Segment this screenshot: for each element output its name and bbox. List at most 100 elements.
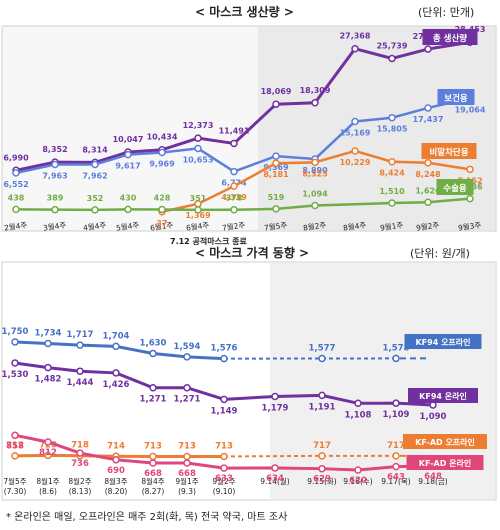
data-label: 1,576 — [211, 344, 238, 354]
data-point — [183, 459, 191, 467]
legend-badge — [408, 388, 478, 403]
price-legend: KF94 오프라인 KF94 온라인 KF-AD 오프라인 KF-AD 온라인 — [403, 334, 487, 470]
legend-label: KF94 오프라인 — [415, 337, 470, 347]
x-tick-sublabel: (8.20) — [105, 487, 128, 496]
x-tick-label: 6월4주 — [185, 219, 210, 232]
x-tick-label: 8월2주 — [302, 219, 327, 232]
x-tick-label: 8월1주 — [36, 476, 59, 486]
x-tick-sublabel: (9.3) — [178, 487, 196, 496]
data-point — [388, 199, 396, 207]
data-point — [12, 169, 20, 177]
data-label: 690 — [107, 466, 125, 476]
data-point — [183, 383, 191, 392]
data-label: 1,577 — [309, 344, 336, 354]
legend-badge — [404, 334, 482, 349]
data-point — [388, 113, 396, 122]
legend-badge — [436, 179, 474, 195]
data-point — [112, 342, 120, 351]
data-label: 37 — [156, 219, 167, 228]
data-label: 378 — [226, 194, 243, 203]
x-tick-label: 7월5주 — [3, 476, 26, 486]
data-point — [112, 369, 120, 377]
data-label: 352 — [87, 194, 104, 203]
data-point — [91, 160, 99, 169]
x-tick-label: 8월4주 — [342, 219, 367, 232]
data-point — [76, 367, 84, 375]
data-point — [271, 464, 279, 472]
data-label: 1,109 — [383, 410, 410, 420]
x-tick-label: 7월5주 — [263, 219, 288, 232]
data-label: 1,630 — [140, 338, 167, 348]
data-label: 717 — [313, 441, 331, 451]
data-label: 736 — [71, 459, 89, 469]
data-label: 1,426 — [103, 380, 130, 390]
data-label: 7,962 — [82, 171, 107, 180]
data-point — [44, 438, 52, 446]
data-label: 10,653 — [183, 155, 214, 164]
x-tick-label: 8월4주 — [141, 476, 164, 486]
data-point — [149, 452, 157, 461]
series-line — [15, 197, 471, 212]
price-x-axis: 7월5주(7.30) 8월1주(8.6) 8월2주(8.13) 8월3주(8.20) 8… — [3, 476, 447, 496]
data-point — [318, 391, 326, 400]
data-label: 858 — [6, 441, 24, 451]
data-point — [466, 165, 474, 174]
x-tick-label: 6월1주 — [149, 219, 174, 232]
data-label: 8,248 — [415, 170, 441, 179]
x-tick-label: 9.16(수) — [343, 477, 373, 486]
data-point — [11, 431, 19, 440]
x-tick-label: 9.18(금) — [418, 477, 448, 486]
data-point — [311, 99, 319, 107]
data-point — [183, 452, 191, 461]
data-label: 10,229 — [340, 158, 371, 167]
data-label: 1,734 — [35, 329, 62, 339]
data-label: 717 — [387, 441, 405, 451]
data-label: 1,750 — [2, 327, 29, 337]
data-label: 620 — [349, 476, 367, 486]
data-point — [424, 159, 432, 167]
footnote: * 온라인은 매일, 오프라인은 매주 2회(화, 목) 전국 약국, 마트 조… — [6, 511, 287, 523]
data-label: 1,108 — [345, 410, 372, 420]
production-x-axis: 2월4주 3월4주 4월4주 5월4주 6월1주 6월4주 7월2주 7월5주 8월2주 8월4주… — [3, 219, 482, 232]
x-tick-label: 9월1주 — [175, 476, 198, 486]
data-label: 668 — [178, 469, 196, 479]
x-tick-label: 9.15(화) — [307, 477, 337, 486]
data-point — [51, 160, 59, 169]
data-point — [388, 54, 396, 63]
data-label: 19,064 — [455, 105, 486, 114]
production-chart-unit: (단위: 만개) — [418, 6, 474, 19]
data-label: 1,444 — [67, 378, 94, 388]
data-point — [230, 205, 238, 214]
data-label: 9,617 — [115, 162, 140, 171]
data-point — [220, 464, 228, 472]
data-label: 648 — [424, 472, 442, 482]
legend-label: KF94 온라인 — [419, 391, 467, 401]
data-point — [220, 354, 228, 363]
data-label: 714 — [107, 441, 125, 451]
data-label: 438 — [8, 193, 25, 202]
data-point — [12, 205, 20, 214]
data-point — [11, 452, 19, 460]
data-point — [149, 349, 157, 358]
data-point — [44, 363, 52, 372]
data-label: 1,094 — [302, 189, 328, 198]
data-label: 713 — [144, 441, 162, 451]
legend-badge — [403, 434, 487, 449]
data-point — [124, 205, 132, 214]
data-point — [220, 452, 228, 461]
data-point — [311, 158, 319, 167]
data-label: 717 — [6, 441, 24, 451]
data-point — [272, 152, 280, 160]
data-point — [466, 194, 474, 203]
data-point — [424, 198, 432, 207]
data-point — [194, 206, 202, 214]
data-label: 11,491 — [219, 126, 250, 135]
data-point — [392, 462, 400, 471]
data-label: 12,373 — [183, 121, 214, 130]
price-series-layer: 1,750 1,734 1,717 1,704 1,630 1,594 1,576 1,577… — [2, 327, 447, 486]
data-label: 1,717 — [67, 330, 94, 340]
data-label: 1,578 — [383, 343, 410, 353]
data-label: 1,179 — [262, 404, 289, 414]
